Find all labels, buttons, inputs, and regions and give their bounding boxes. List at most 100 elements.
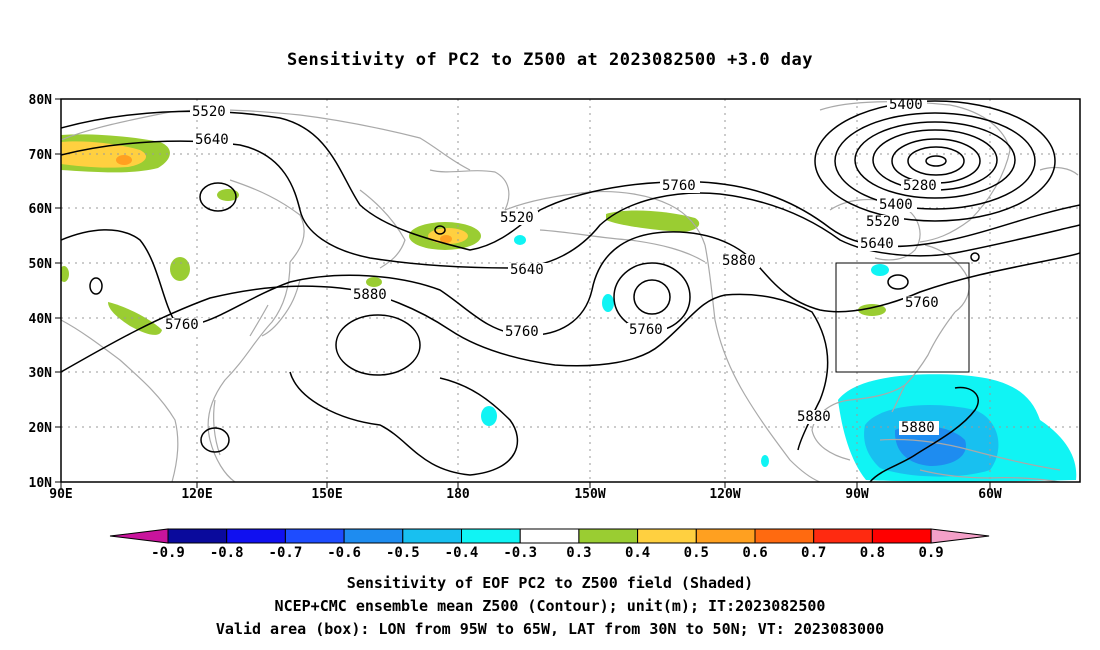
coast-kamchatka xyxy=(359,189,406,269)
shade-negative-canada xyxy=(871,264,889,276)
colorbar-tick-label: -0.8 xyxy=(210,545,244,561)
contour-label-5880-west: 5880 xyxy=(353,287,387,303)
colorbar-segment xyxy=(695,528,756,544)
contour-label-5880-gulf: 5880 xyxy=(797,409,831,425)
lat-lon-grid xyxy=(61,99,1080,482)
contour-label-5760-west: 5760 xyxy=(165,317,199,333)
colorbar-segment xyxy=(871,528,932,544)
contour-label-5880-carib: 5880 xyxy=(901,420,935,436)
shade-negative-aleutian xyxy=(514,235,526,245)
contour-label-5520-nw: 5520 xyxy=(192,104,226,120)
contour-west-small xyxy=(89,277,103,295)
shade-negative-southwest xyxy=(761,455,769,467)
lon-label-120w: 120W xyxy=(709,487,740,502)
colorbar-segment xyxy=(754,528,815,544)
coast-siberia xyxy=(61,109,471,171)
chart-title: Sensitivity of PC2 to Z500 at 2023082500… xyxy=(286,50,813,70)
contour-label-5400-ne: 5400 xyxy=(889,97,923,113)
colorbar-end-high xyxy=(930,528,990,544)
contour-greenland-3 xyxy=(854,121,1016,199)
colorbar-end-low xyxy=(109,528,169,544)
lat-label-30n: 30N xyxy=(29,366,53,381)
colorbar-tick-label: -0.7 xyxy=(269,545,303,561)
map-plot: 5520 5640 5400 5280 5400 5520 5640 5760 … xyxy=(29,93,1081,561)
shade-negative-midpac xyxy=(481,406,497,426)
shade-negative-pacific xyxy=(602,294,614,312)
contour-greenland-6 xyxy=(907,146,965,176)
shade-positive-kamchatka xyxy=(217,189,239,201)
colorbar-segment xyxy=(343,528,404,544)
coast-west-na xyxy=(704,244,821,482)
contour-label-5760-mid: 5760 xyxy=(505,324,539,340)
coast-japan xyxy=(261,279,301,337)
coast-iceland xyxy=(1039,166,1079,176)
contour-5640-north xyxy=(61,140,1080,269)
lon-axis-labels: 90E 120E 150E 180 150W 120W 90W 60W xyxy=(49,487,1002,502)
coast-hudson xyxy=(829,199,921,261)
contour-greenland-7 xyxy=(925,155,947,167)
lon-label-60w: 60W xyxy=(978,487,1002,502)
coast-caribbean xyxy=(879,438,1061,471)
coast-alaska xyxy=(504,191,706,246)
colorbar-segment xyxy=(813,528,873,544)
caption-shading: Sensitivity of EOF PC2 to Z500 field (Sh… xyxy=(346,574,754,592)
contour-5880-gulf xyxy=(869,386,979,482)
contour-label-group: 5520 5640 5400 5280 5400 5520 5640 5760 … xyxy=(163,97,943,436)
colorbar-segment xyxy=(284,528,345,544)
colorbar-tick-label: -0.4 xyxy=(445,545,479,561)
contour-label-5760-low: 5760 xyxy=(629,322,663,338)
contour-label-5880-east: 5880 xyxy=(722,253,756,269)
contour-5880 xyxy=(61,285,829,451)
lon-label-90e: 90E xyxy=(49,487,72,502)
colorbar-tick-label: 0.4 xyxy=(625,545,650,561)
contour-label-5760-box: 5760 xyxy=(905,295,939,311)
lon-label-90w: 90W xyxy=(845,487,869,502)
colorbar-tick-label: -0.6 xyxy=(327,545,361,561)
lat-label-40n: 40N xyxy=(29,312,53,327)
colorbar-tick-label: 0.6 xyxy=(742,545,767,561)
plot-frame xyxy=(60,98,1081,483)
lat-label-70n: 70N xyxy=(29,148,53,163)
contour-label-5760-center: 5760 xyxy=(662,178,696,194)
contour-greenland-1 xyxy=(814,100,1056,222)
contour-box-small xyxy=(970,252,980,262)
coast-chukotka xyxy=(429,169,510,211)
axis-ticks xyxy=(55,98,991,488)
contour-label-5400-e: 5400 xyxy=(879,197,913,213)
lat-label-50n: 50N xyxy=(29,257,53,272)
shade-positive-japan xyxy=(108,302,162,335)
coast-east-na xyxy=(904,311,956,386)
lon-label-150w: 150W xyxy=(574,487,605,502)
shade-positive-pacific-small xyxy=(366,277,382,287)
valid-area-box xyxy=(835,262,970,373)
colorbar-segment xyxy=(637,528,697,544)
colorbar-tick-label: 0.5 xyxy=(684,545,709,561)
contour-japan-small xyxy=(200,427,230,453)
lat-axis-labels: 80N 70N 60N 50N 40N 30N 20N 10N xyxy=(29,93,53,491)
shade-positive-arctic-core xyxy=(116,155,132,165)
coast-korea xyxy=(249,304,269,337)
colorbar-segment xyxy=(461,528,521,544)
colorbar-tick-label: -0.3 xyxy=(503,545,537,561)
shade-positive-alaska xyxy=(606,210,700,232)
contour-5880-lower xyxy=(289,371,519,476)
coast-okhotsk xyxy=(229,179,305,263)
contour-label-5520-e: 5520 xyxy=(866,214,900,230)
colorbar-segment xyxy=(519,528,580,544)
colorbar-tick-label: 0.9 xyxy=(918,545,943,561)
coast-florida xyxy=(891,384,906,413)
caption-valid-area: Valid area (box): LON from 95W to 65W, L… xyxy=(215,620,885,638)
contour-low-gyre-inner xyxy=(633,279,671,315)
coast-south-america xyxy=(919,469,1061,482)
lat-label-60n: 60N xyxy=(29,202,53,217)
contour-kamchatka-loop xyxy=(199,182,237,212)
lon-label-150e: 150E xyxy=(311,487,342,502)
colorbar-segment xyxy=(167,528,228,544)
colorbar: -0.9 -0.8 -0.7 -0.6 -0.5 -0.4 -0.3 0.3 0.4 0.5 0.6… xyxy=(109,528,990,561)
colorbar-tick-label: -0.9 xyxy=(151,545,185,561)
colorbar-segment xyxy=(578,528,639,544)
colorbar-segment xyxy=(402,528,462,544)
sensitivity-shading xyxy=(61,134,1077,482)
colorbar-tick-label: 0.8 xyxy=(860,545,885,561)
contour-label-5280: 5280 xyxy=(903,178,937,194)
